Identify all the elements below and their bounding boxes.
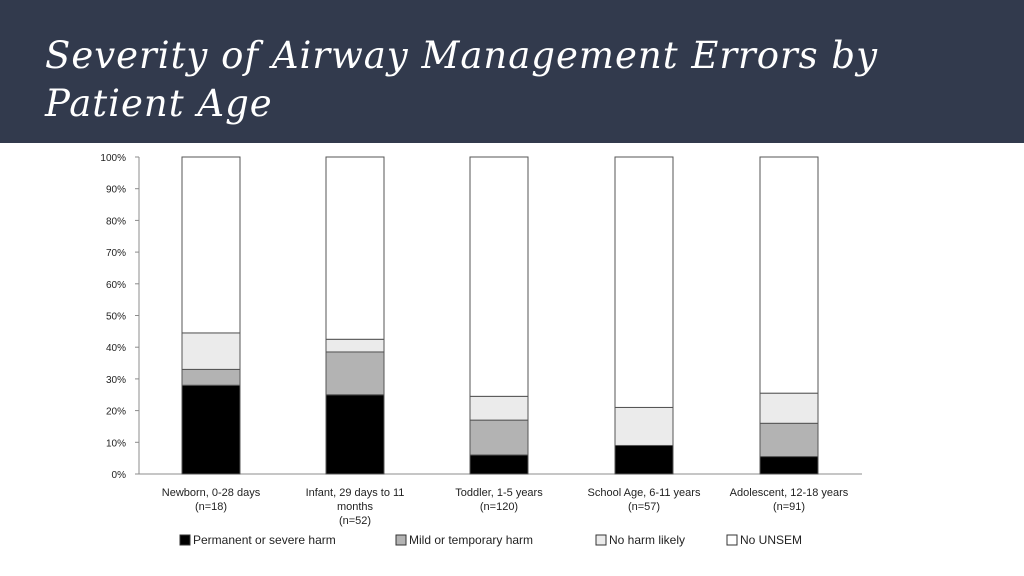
x-category-label-line: Adolescent, 12-18 years [730,487,849,499]
y-tick-label: 20% [106,407,126,418]
x-category-label-line: (n=120) [480,501,518,513]
y-tick-label: 90% [106,185,126,196]
x-category-label: Newborn, 0-28 days (n=18) [162,487,261,513]
x-category-label-line: (n=57) [628,501,660,513]
bar-segment [759,456,819,475]
legend-swatch [395,534,407,546]
bar-segment [759,156,819,394]
x-category-label-line: School Age, 6-11 years [588,487,701,499]
bar-segment [325,351,385,396]
bar-segment [614,444,674,475]
x-category-label: Toddler, 1-5 years (n=120) [455,487,543,513]
stacked-bar-chart: 0% 10% 20% 30% 40% 50% 60% 70% 80% 90% 100% Newborn… [100,153,862,547]
bar-segment [325,156,385,340]
bar-segment [469,454,529,475]
x-category-label-line: (n=91) [773,501,805,513]
bar-segment [759,422,819,458]
y-tick-label: 60% [106,280,126,291]
x-category-label-line: (n=52) [339,515,371,527]
slide-title-line-1: Severity of Airway Management Errors by [45,34,879,77]
legend-label: No harm likely [609,533,685,547]
x-category-label: Infant, 29 days to 11 months (n=52) [306,487,405,527]
x-category-label-line: months [337,501,374,513]
x-category-label-line: Toddler, 1-5 years [455,487,543,499]
bar-segment [759,392,819,424]
bar-segment [325,394,385,475]
y-tick-label: 10% [106,438,126,449]
legend-label: Mild or temporary harm [409,533,533,547]
bar-segment [181,368,241,386]
y-tick-label: 30% [106,375,126,386]
x-category-label-line: (n=18) [195,501,227,513]
x-category-label: Adolescent, 12-18 years (n=91) [730,487,849,513]
bar-segment [469,395,529,421]
bar-segment [325,338,385,353]
legend-swatch [595,534,607,546]
x-category-label-line: Infant, 29 days to 11 [306,487,405,499]
bar-segment [614,156,674,408]
legend-swatch [179,534,191,546]
slide-title: Severity of Airway Management Errors by … [45,32,945,128]
legend-swatch [726,534,738,546]
bar-segment [181,384,241,475]
y-tick-label: 70% [106,248,126,259]
bar-segment [469,419,529,456]
y-tick-label: 100% [100,153,126,164]
slide-title-line-2: Patient Age [45,82,273,125]
bar-segment [181,156,241,334]
legend-label: Permanent or severe harm [193,533,336,547]
y-tick-label: 0% [112,470,127,481]
y-tick-label: 80% [106,216,126,227]
bar-segment [181,332,241,370]
y-tick-label: 50% [106,312,126,323]
x-category-label-line: Newborn, 0-28 days [162,487,261,499]
title-banner: Severity of Airway Management Errors by … [0,0,1024,143]
bar-segment [614,406,674,446]
legend-label: No UNSEM [740,533,802,547]
x-category-label: School Age, 6-11 years (n=57) [588,487,701,513]
y-tick-label: 40% [106,343,126,354]
bar-segment [469,156,529,397]
